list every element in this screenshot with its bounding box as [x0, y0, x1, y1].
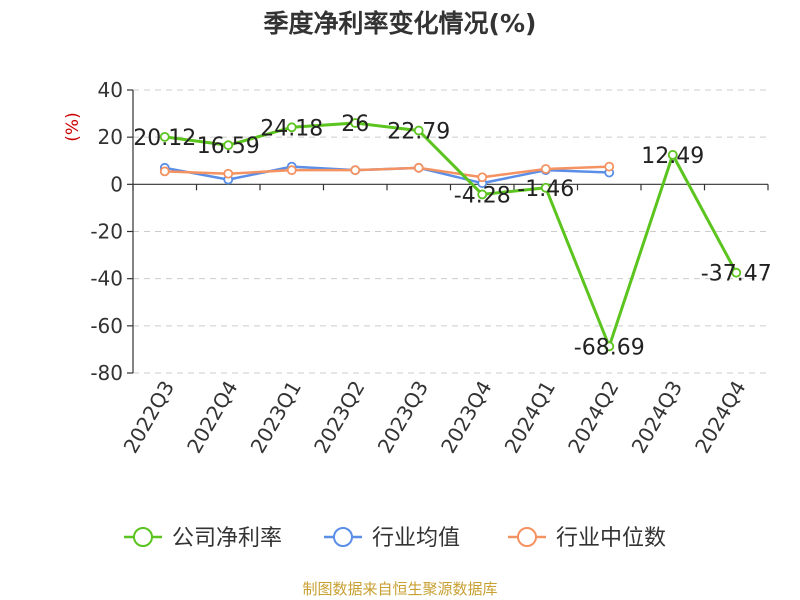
y-tick-label: 0	[110, 172, 123, 196]
legend: 公司净利率 行业均值 行业中位数	[124, 526, 666, 551]
data-point	[477, 172, 488, 183]
y-tick-label: -60	[90, 314, 123, 338]
y-tick-label: 20	[98, 125, 123, 149]
data-point	[223, 140, 234, 151]
legend-label: 行业中位数	[556, 526, 666, 551]
data-label: -37.47	[701, 262, 772, 287]
y-axis-unit: (%)	[63, 112, 83, 141]
data-label: 26	[341, 112, 369, 137]
y-tick-label: 40	[98, 78, 123, 102]
data-point	[413, 125, 424, 136]
data-point	[159, 131, 170, 142]
series-line	[164, 165, 610, 179]
y-tick-label: -40	[90, 267, 123, 291]
series-layer	[159, 118, 742, 352]
data-point	[286, 122, 297, 133]
x-tick-label: 2022Q4	[182, 377, 242, 458]
data-label: 20.12	[133, 126, 196, 151]
data-point	[731, 267, 742, 278]
data-label: 22.79	[387, 120, 450, 145]
series-line	[164, 121, 738, 348]
x-tick-label: 2022Q3	[119, 377, 179, 458]
data-label: -68.69	[574, 335, 645, 360]
x-tick-label: 2024Q2	[563, 377, 623, 458]
series-0	[159, 118, 742, 352]
legend-marker	[333, 527, 353, 547]
x-tick-label: 2023Q3	[373, 377, 433, 458]
x-tick-label: 2023Q4	[436, 377, 496, 458]
series-2	[159, 161, 615, 183]
x-tick-label: 2024Q1	[500, 377, 560, 458]
data-point	[350, 165, 361, 176]
y-tick-label: -80	[90, 361, 123, 385]
data-point	[604, 341, 615, 352]
x-tick-label: 2024Q4	[690, 377, 750, 458]
data-point	[223, 168, 234, 179]
data-label: -1.46	[517, 177, 574, 202]
data-point	[540, 182, 551, 193]
data-point	[159, 166, 170, 177]
data-point	[540, 164, 551, 174]
data-point	[604, 161, 615, 172]
data-point	[477, 189, 488, 200]
data-point	[350, 118, 361, 128]
legend-label: 行业均值	[372, 526, 460, 551]
x-tick-label: 2023Q1	[246, 377, 306, 458]
y-tick-label: -20	[90, 220, 123, 244]
x-tick-label: 2024Q3	[627, 377, 687, 458]
legend-item[interactable]: 公司净利率	[124, 526, 282, 551]
data-label: 16.59	[197, 134, 260, 159]
legend-marker	[517, 527, 537, 547]
data-label: -4.28	[454, 183, 511, 208]
x-tick-label: 2023Q2	[309, 377, 369, 458]
data-point	[667, 149, 678, 160]
grid	[133, 89, 768, 374]
data-label: 12.49	[641, 144, 704, 169]
legend-marker	[133, 527, 153, 547]
legend-item[interactable]: 行业中位数	[508, 526, 666, 551]
chart-title: 季度净利率变化情况(%)	[263, 9, 537, 38]
source-note: 制图数据来自恒生聚源数据库	[302, 580, 498, 598]
legend-label: 公司净利率	[172, 526, 282, 551]
data-label: 24.18	[260, 116, 323, 141]
legend-item[interactable]: 行业均值	[324, 526, 460, 551]
data-point	[413, 162, 424, 173]
data-point	[286, 165, 297, 176]
